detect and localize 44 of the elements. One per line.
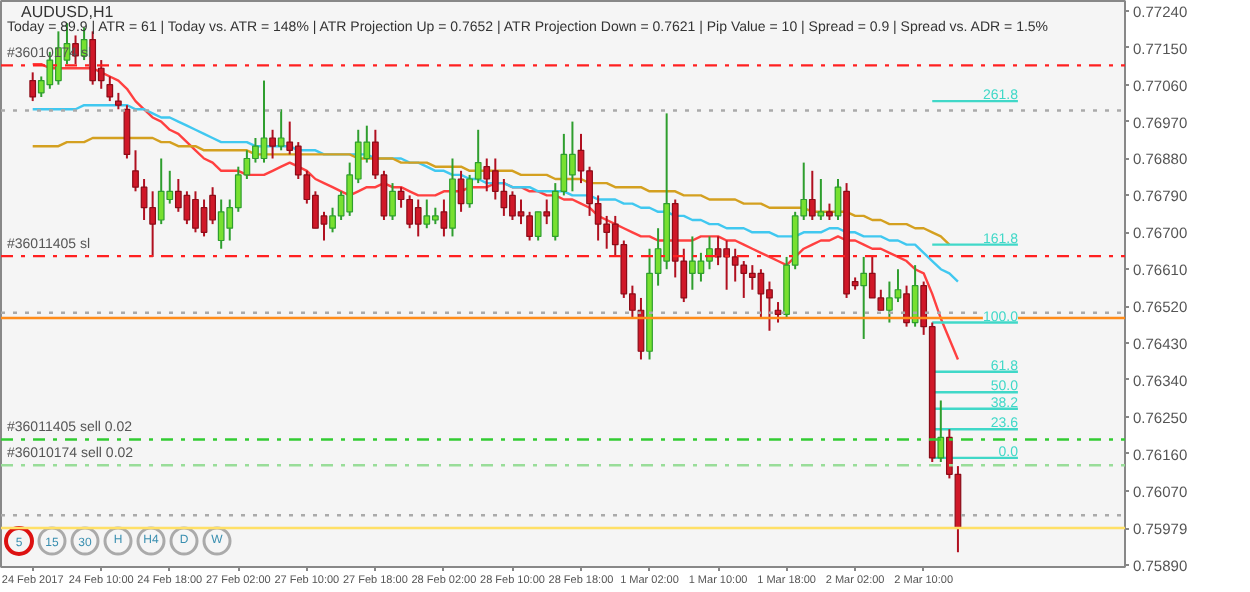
candlestick <box>714 235 722 267</box>
candlestick <box>277 108 285 152</box>
candlestick <box>731 247 739 283</box>
candlestick <box>483 157 491 193</box>
candlestick <box>903 284 910 328</box>
candlestick <box>174 178 182 213</box>
candlestick <box>886 280 893 324</box>
candlestick <box>688 235 696 291</box>
candlestick <box>911 264 919 328</box>
candlestick <box>149 190 157 258</box>
candlestick <box>457 169 465 213</box>
candlestick <box>183 190 191 226</box>
candlestick <box>740 260 748 299</box>
candlestick <box>757 268 765 320</box>
candlestick <box>491 157 499 201</box>
candlestick <box>817 178 825 222</box>
candlestick <box>543 198 551 226</box>
candlestick <box>269 128 276 160</box>
candlestick <box>217 198 225 250</box>
candlestick <box>526 210 533 242</box>
candlestick <box>834 178 842 222</box>
candlestick <box>106 75 114 103</box>
candlestick <box>140 178 148 222</box>
candlestick <box>440 198 448 238</box>
candlestick <box>406 194 414 230</box>
candlestick <box>748 264 756 291</box>
candlestick <box>697 251 705 283</box>
candlestick <box>157 157 165 226</box>
candlestick <box>937 399 945 463</box>
candlestick <box>500 178 508 217</box>
candlestick <box>860 255 868 340</box>
candlestick <box>200 198 208 238</box>
candlestick <box>209 186 216 226</box>
candlestick <box>29 71 37 103</box>
candlestick <box>389 182 396 222</box>
candlestick <box>423 198 431 230</box>
candlestick <box>89 30 97 86</box>
candlestick <box>894 268 902 304</box>
candlestick <box>723 239 731 291</box>
candlestick <box>260 79 268 164</box>
candlestick <box>414 198 422 238</box>
chart-title: AUDUSD,H1 <box>21 3 115 21</box>
candlestick <box>808 169 816 222</box>
candlestick <box>534 210 542 242</box>
